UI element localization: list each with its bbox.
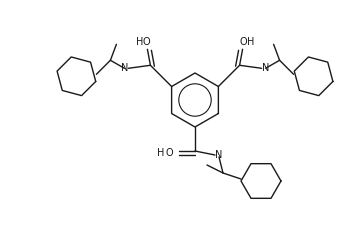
Text: N: N bbox=[121, 63, 128, 73]
Text: O: O bbox=[165, 148, 173, 158]
Text: H: H bbox=[247, 37, 254, 47]
Text: N: N bbox=[262, 63, 269, 73]
Text: H: H bbox=[157, 148, 165, 158]
Text: O: O bbox=[240, 37, 248, 47]
Text: H: H bbox=[136, 37, 143, 47]
Text: O: O bbox=[142, 37, 150, 47]
Text: N: N bbox=[215, 150, 223, 160]
